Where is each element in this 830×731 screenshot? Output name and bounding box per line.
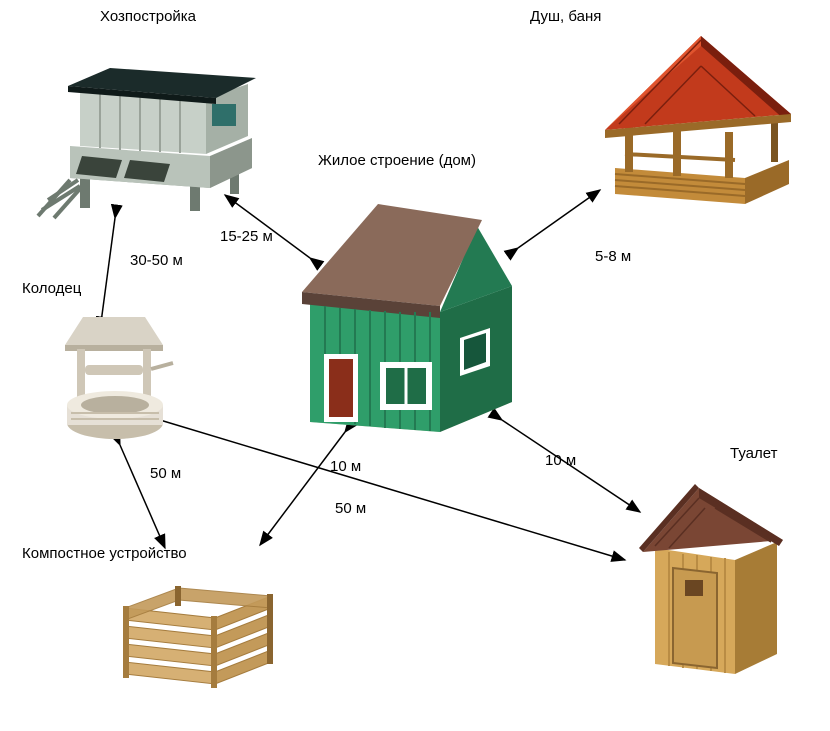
node-compost: [105, 560, 285, 715]
edge-label-2: 10 м: [330, 458, 361, 475]
node-bathhouse: [585, 18, 805, 223]
node-outbuilding: [30, 28, 270, 233]
edge-label-1: 5-8 м: [595, 248, 631, 265]
label-toilet: Туалет: [730, 445, 777, 462]
node-toilet: [625, 468, 795, 693]
node-well: [45, 305, 185, 470]
edge-label-6: 50 м: [335, 500, 366, 517]
edge-label-4: 30-50 м: [130, 252, 183, 269]
label-house: Жилое строение (дом): [318, 152, 476, 169]
label-well: Колодец: [22, 280, 81, 297]
edge-label-3: 10 м: [545, 452, 576, 469]
node-house: [280, 170, 540, 455]
diagram-stage: Жилое строение (дом) Хозпостройка Душ, б…: [0, 0, 830, 731]
label-outbuilding: Хозпостройка: [100, 8, 196, 25]
